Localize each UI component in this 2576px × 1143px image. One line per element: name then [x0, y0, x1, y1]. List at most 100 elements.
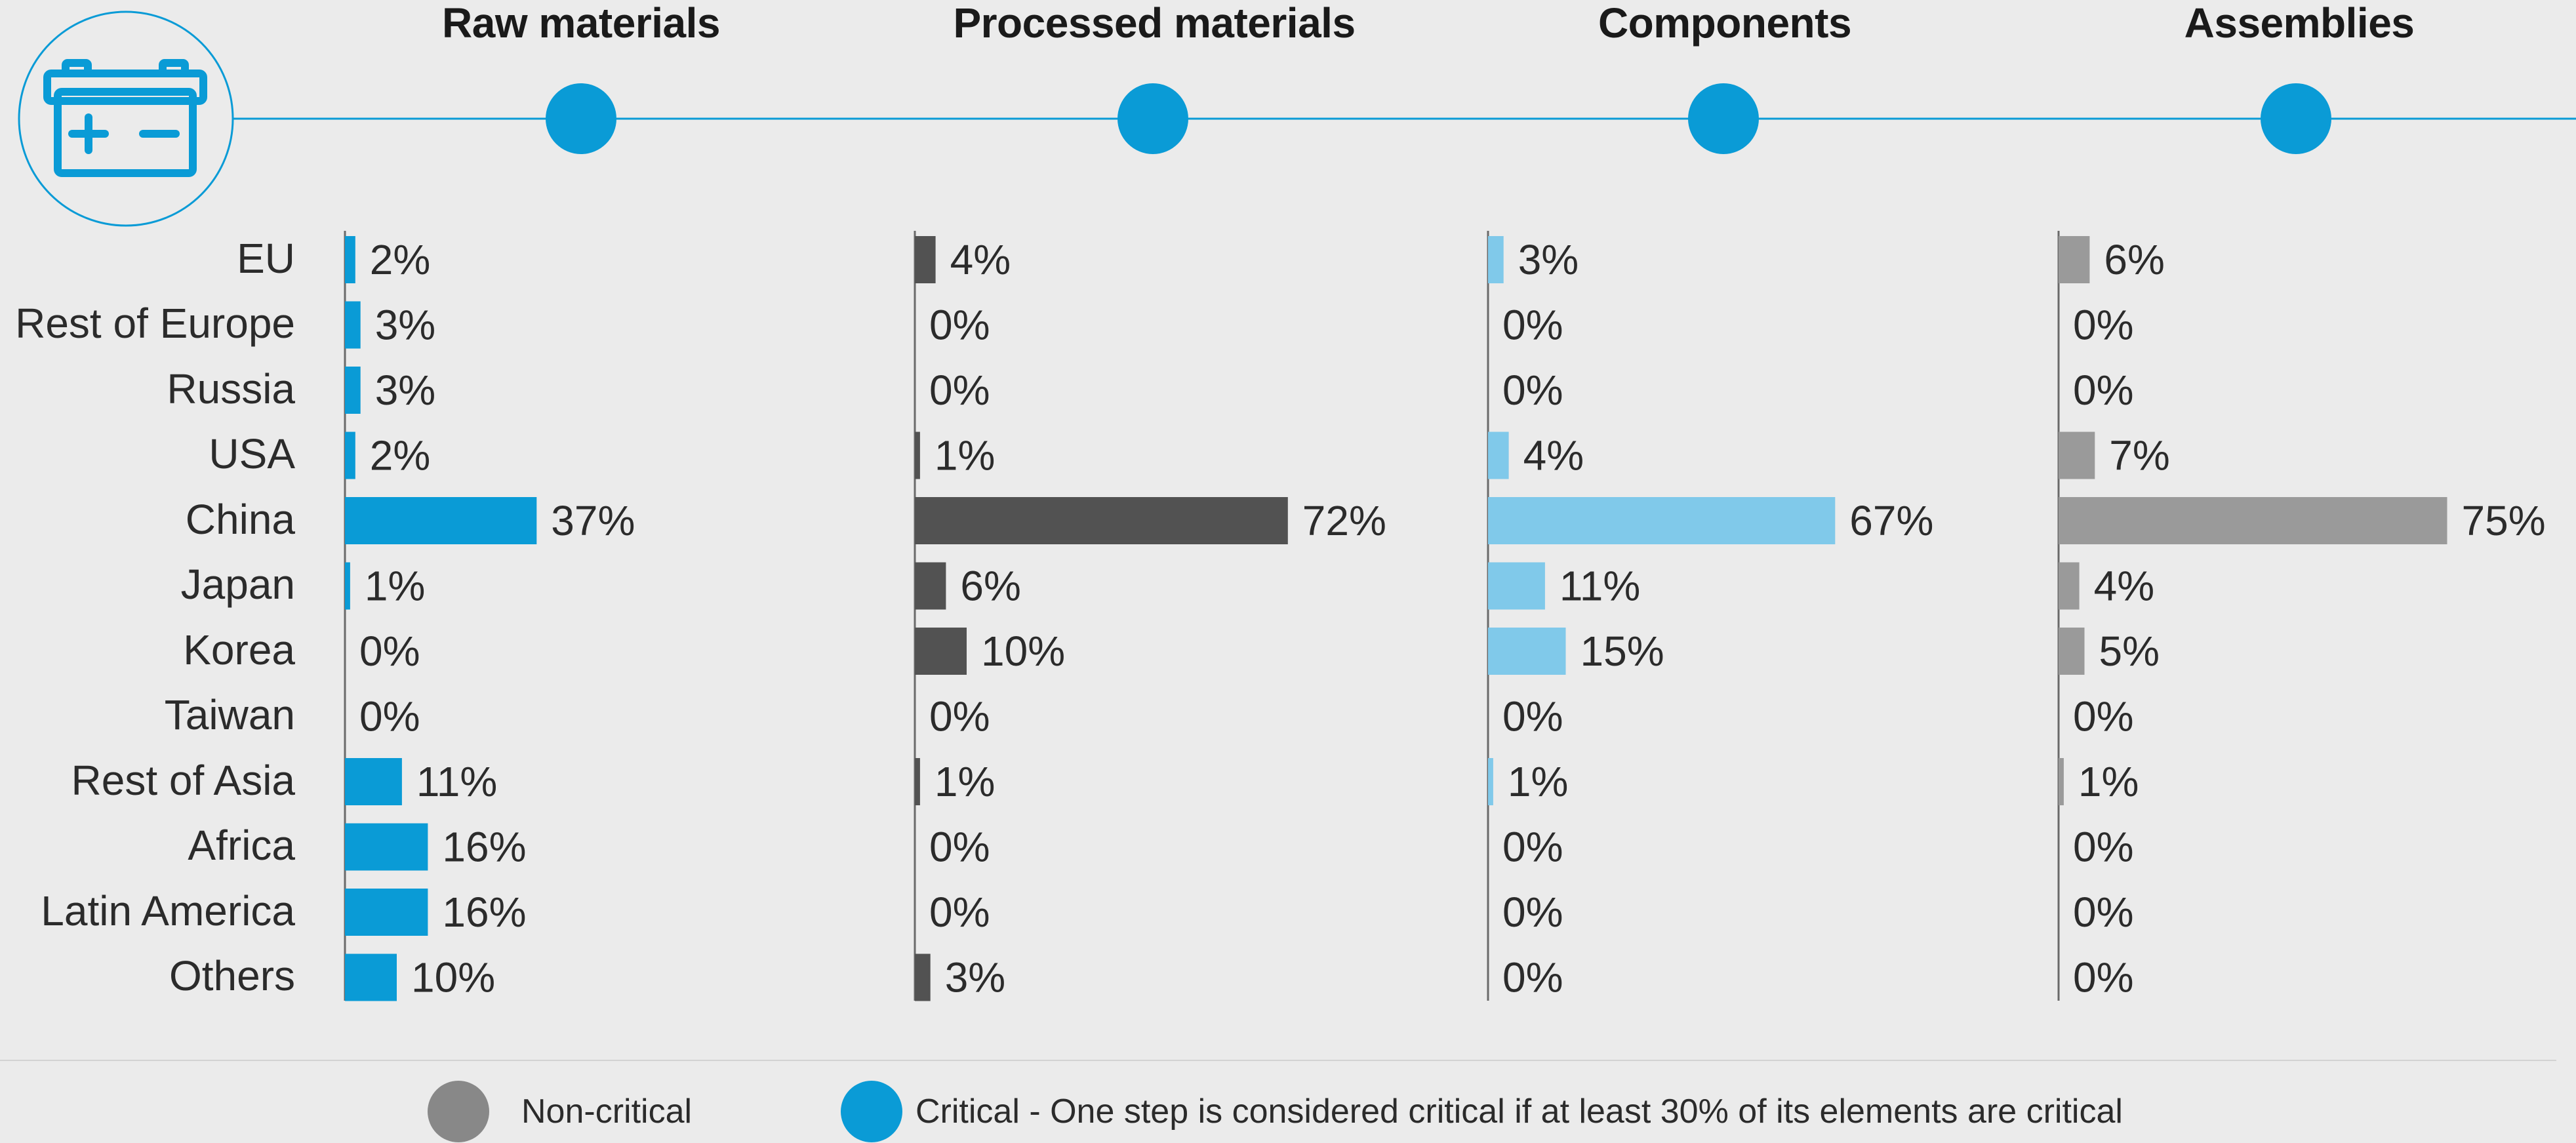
bar-components-usa — [1488, 431, 1509, 479]
data-label-assemblies-rest-of-europe: 0% — [2073, 302, 2134, 349]
category-label-rest-of-europe: Rest of Europe — [15, 300, 295, 347]
data-label-processed-materials-usa: 1% — [935, 432, 996, 479]
bar-raw-materials-eu — [345, 236, 355, 283]
category-label-rest-of-asia: Rest of Asia — [71, 757, 296, 804]
data-label-raw-materials-usa: 2% — [370, 432, 431, 479]
data-label-raw-materials-eu: 2% — [370, 236, 431, 283]
data-label-processed-materials-russia: 0% — [929, 367, 990, 414]
bar-raw-materials-others — [345, 953, 397, 1001]
data-label-raw-materials-russia: 3% — [375, 367, 436, 414]
data-label-assemblies-china: 75% — [2462, 497, 2546, 544]
timeline-dot-assemblies — [2261, 83, 2331, 154]
data-label-raw-materials-china: 37% — [551, 497, 635, 544]
bar-raw-materials-latin-america — [345, 889, 428, 936]
bar-assemblies-usa — [2059, 431, 2095, 479]
bar-raw-materials-africa — [345, 823, 428, 871]
data-label-components-rest-of-europe: 0% — [1502, 302, 1563, 349]
category-label-others: Others — [169, 952, 295, 999]
data-label-components-eu: 3% — [1518, 236, 1579, 283]
data-label-processed-materials-others: 3% — [945, 954, 1006, 1001]
bar-processed-materials-korea — [915, 628, 967, 675]
stage-header-raw-materials: Raw materials — [442, 0, 720, 47]
data-label-components-others: 0% — [1502, 954, 1563, 1001]
stage-header-components: Components — [1598, 0, 1852, 47]
data-label-processed-materials-korea: 10% — [981, 628, 1065, 675]
bar-assemblies-rest-of-asia — [2059, 758, 2064, 805]
bar-assemblies-korea — [2059, 628, 2085, 675]
legend-non-critical-label: Non-critical — [521, 1093, 693, 1131]
timeline-dot-processed-materials — [1117, 83, 1188, 154]
bar-raw-materials-china — [345, 497, 537, 544]
timeline-dot-raw-materials — [546, 83, 616, 154]
data-label-assemblies-others: 0% — [2073, 954, 2134, 1001]
data-label-components-japan: 11% — [1560, 563, 1640, 610]
data-label-components-taiwan: 0% — [1502, 693, 1563, 740]
timeline-dot-components — [1688, 83, 1759, 154]
data-label-components-africa: 0% — [1502, 824, 1563, 871]
data-label-assemblies-usa: 7% — [2109, 432, 2170, 479]
data-label-raw-materials-africa: 16% — [442, 824, 526, 871]
bar-assemblies-china — [2059, 497, 2447, 544]
bar-assemblies-japan — [2059, 562, 2080, 610]
data-label-assemblies-taiwan: 0% — [2073, 693, 2134, 740]
bar-raw-materials-rest-of-europe — [345, 301, 361, 349]
bar-processed-materials-others — [915, 953, 931, 1001]
bar-components-japan — [1488, 562, 1545, 610]
bar-components-eu — [1488, 236, 1504, 283]
stage-header-processed-materials: Processed materials — [953, 0, 1356, 47]
data-label-components-rest-of-asia: 1% — [1508, 758, 1569, 805]
category-label-eu: EU — [237, 235, 295, 282]
bar-processed-materials-usa — [915, 431, 920, 479]
legend-non-critical-dot — [428, 1081, 489, 1142]
data-label-assemblies-japan: 4% — [2094, 563, 2155, 610]
data-label-components-usa: 4% — [1523, 432, 1584, 479]
legend-critical-label: Critical - One step is considered critic… — [916, 1093, 2123, 1131]
bar-raw-materials-rest-of-asia — [345, 758, 402, 805]
data-label-raw-materials-japan: 1% — [365, 563, 426, 610]
category-label-china: China — [185, 496, 295, 543]
data-label-processed-materials-africa: 0% — [929, 824, 990, 871]
data-label-raw-materials-rest-of-europe: 3% — [375, 302, 436, 349]
category-label-japan: Japan — [180, 561, 295, 608]
data-label-processed-materials-latin-america: 0% — [929, 889, 990, 936]
data-label-assemblies-eu: 6% — [2104, 236, 2165, 283]
bar-processed-materials-eu — [915, 236, 936, 283]
bar-assemblies-eu — [2059, 236, 2090, 283]
data-label-raw-materials-taiwan: 0% — [359, 693, 420, 740]
data-label-assemblies-latin-america: 0% — [2073, 889, 2134, 936]
data-label-processed-materials-rest-of-asia: 1% — [935, 758, 996, 805]
data-label-processed-materials-japan: 6% — [960, 563, 1021, 610]
data-label-raw-materials-latin-america: 16% — [442, 889, 526, 936]
legend-critical-dot — [841, 1081, 902, 1142]
bar-raw-materials-russia — [345, 367, 361, 414]
bar-components-china — [1488, 497, 1836, 544]
data-label-processed-materials-rest-of-europe: 0% — [929, 302, 990, 349]
data-label-assemblies-korea: 5% — [2099, 628, 2160, 675]
bar-processed-materials-china — [915, 497, 1288, 544]
data-label-assemblies-russia: 0% — [2073, 367, 2134, 414]
data-label-raw-materials-korea: 0% — [359, 628, 420, 675]
bar-raw-materials-usa — [345, 431, 355, 479]
category-label-africa: Africa — [188, 822, 295, 869]
data-label-processed-materials-taiwan: 0% — [929, 693, 990, 740]
data-label-components-china: 67% — [1849, 497, 1933, 544]
bar-components-rest-of-asia — [1488, 758, 1493, 805]
battery-icon — [43, 59, 207, 177]
data-label-raw-materials-rest-of-asia: 11% — [416, 758, 497, 805]
category-label-korea: Korea — [183, 626, 295, 673]
legend-divider — [0, 1060, 2556, 1061]
data-label-processed-materials-china: 72% — [1302, 497, 1386, 544]
stage-header-assemblies: Assemblies — [2184, 0, 2415, 47]
category-label-latin-america: Latin America — [41, 887, 295, 934]
data-label-assemblies-rest-of-asia: 1% — [2078, 758, 2139, 805]
bar-processed-materials-rest-of-asia — [915, 758, 920, 805]
data-label-processed-materials-eu: 4% — [950, 236, 1011, 283]
category-label-taiwan: Taiwan — [164, 691, 295, 738]
bar-processed-materials-japan — [915, 562, 946, 610]
data-label-components-latin-america: 0% — [1502, 889, 1563, 936]
data-label-components-russia: 0% — [1502, 367, 1563, 414]
category-label-russia: Russia — [167, 365, 295, 412]
